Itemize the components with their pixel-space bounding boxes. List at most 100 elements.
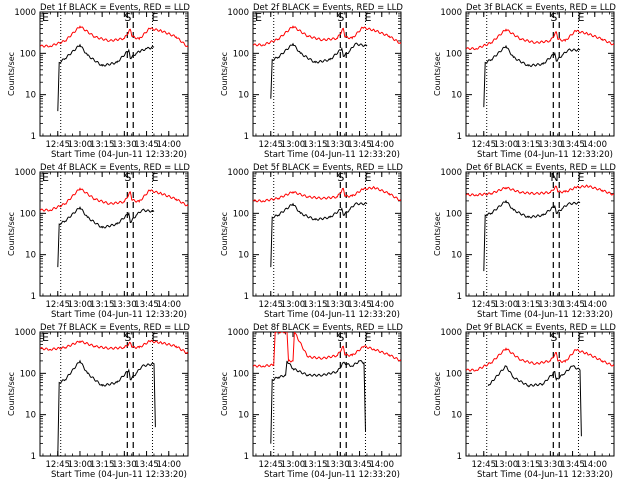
y-tick-label: 100 xyxy=(20,369,36,379)
y-tick-label: 1000 xyxy=(14,8,36,18)
panel-title: Det 2f BLACK = Events, RED = LLD xyxy=(253,3,403,13)
x-tick-label: 13:45 xyxy=(347,140,372,150)
x-tick-label: 12:45 xyxy=(472,140,497,150)
x-tick-label: 13:45 xyxy=(560,140,585,150)
marker-letter: E xyxy=(151,331,158,344)
x-axis-label: Start Time (04-Jun-11 12:33:20) xyxy=(477,150,613,160)
plot-frame xyxy=(252,331,402,457)
series-line-events xyxy=(270,359,366,444)
x-tick-label: 14:00 xyxy=(157,300,182,310)
x-axis-label: Start Time (04-Jun-11 12:33:20) xyxy=(477,310,613,320)
y-tick-label: 100 xyxy=(233,369,249,379)
y-tick-label: 10 xyxy=(238,91,249,101)
marker-letter: E xyxy=(577,331,584,344)
x-tick-label: 13:30 xyxy=(538,300,563,310)
panel-title: Det 1f BLACK = Events, RED = LLD xyxy=(40,3,190,13)
panel-4: Det 4f BLACK = Events, RED = LLDESE11010… xyxy=(7,163,190,320)
series-line-lld xyxy=(40,339,188,354)
series-line-events xyxy=(270,202,368,268)
series-line-events xyxy=(483,44,581,108)
x-tick-label: 14:00 xyxy=(157,460,182,470)
panel-5: Det 5f BLACK = Events, RED = LLDSE110100… xyxy=(220,163,403,320)
panel-title: Det 5f BLACK = Events, RED = LLD xyxy=(253,163,403,173)
y-tick-label: 1000 xyxy=(14,168,36,178)
marker-letter: E xyxy=(364,331,371,344)
x-tick-label: 13:15 xyxy=(516,460,541,470)
marker-letter: E xyxy=(42,171,49,184)
x-tick-label: 13:15 xyxy=(516,140,541,150)
x-tick-label: 13:15 xyxy=(90,140,115,150)
series-line-lld xyxy=(253,25,401,47)
plot-frame xyxy=(252,171,402,297)
x-tick-label: 12:45 xyxy=(472,460,497,470)
marker-letter: E xyxy=(255,11,262,24)
panel-1: Det 1f BLACK = Events, RED = LLDESE11010… xyxy=(7,3,190,160)
x-tick-label: 13:45 xyxy=(347,300,372,310)
series-line-lld xyxy=(466,347,614,372)
y-tick-label: 1000 xyxy=(14,328,36,338)
y-tick-label: 100 xyxy=(446,369,462,379)
marker-letter: E xyxy=(151,171,158,184)
x-tick-label: 14:00 xyxy=(157,140,182,150)
x-tick-label: 13:30 xyxy=(325,460,350,470)
y-axis-label: Counts/sec xyxy=(433,212,442,256)
y-axis-label: Counts/sec xyxy=(7,372,16,416)
x-tick-label: 13:00 xyxy=(281,460,306,470)
y-tick-label: 1000 xyxy=(440,8,462,18)
x-tick-label: 13:30 xyxy=(112,460,137,470)
marker-letter: E xyxy=(364,11,371,24)
x-tick-label: 14:00 xyxy=(370,300,395,310)
plot-frame xyxy=(39,171,189,297)
series-line-lld xyxy=(466,184,614,197)
series-line-lld xyxy=(40,187,188,212)
x-tick-label: 13:00 xyxy=(281,140,306,150)
x-axis-label: Start Time (04-Jun-11 12:33:20) xyxy=(51,310,187,320)
x-tick-label: 12:45 xyxy=(46,140,71,150)
series-line-events xyxy=(483,199,581,272)
plot-frame xyxy=(39,11,189,137)
y-axis-label: Counts/sec xyxy=(433,372,442,416)
y-tick-label: 1000 xyxy=(227,168,249,178)
x-tick-label: 13:45 xyxy=(560,460,585,470)
y-tick-label: 10 xyxy=(451,91,462,101)
y-tick-label: 10 xyxy=(25,411,36,421)
x-tick-label: 13:15 xyxy=(90,300,115,310)
plot-frame xyxy=(39,331,189,457)
x-tick-label: 13:00 xyxy=(68,140,93,150)
x-tick-label: 13:15 xyxy=(516,300,541,310)
y-tick-label: 100 xyxy=(446,49,462,59)
x-tick-label: 12:45 xyxy=(46,300,71,310)
y-tick-label: 10 xyxy=(25,251,36,261)
x-tick-label: 13:30 xyxy=(325,140,350,150)
x-tick-label: 13:15 xyxy=(90,460,115,470)
y-axis-label: Counts/sec xyxy=(220,212,229,256)
series-line-events xyxy=(57,43,155,112)
x-tick-label: 13:15 xyxy=(303,460,328,470)
x-axis-label: Start Time (04-Jun-11 12:33:20) xyxy=(264,310,400,320)
x-tick-label: 12:45 xyxy=(259,140,284,150)
plot-frame xyxy=(465,11,615,137)
x-tick-label: 12:45 xyxy=(259,300,284,310)
panel-title: Det 7f BLACK = Events, RED = LLD xyxy=(40,323,190,333)
x-tick-label: 12:45 xyxy=(46,460,71,470)
y-tick-label: 100 xyxy=(233,209,249,219)
x-tick-label: 14:00 xyxy=(583,460,608,470)
marker-letter: E xyxy=(364,171,371,184)
y-tick-label: 10 xyxy=(25,91,36,101)
panel-9: Det 9f BLACK = Events, RED = LLDSE110100… xyxy=(433,323,616,480)
y-tick-label: 100 xyxy=(20,49,36,59)
x-tick-label: 14:00 xyxy=(583,300,608,310)
series-line-lld xyxy=(253,185,401,203)
plot-frame xyxy=(465,331,615,457)
y-tick-label: 1000 xyxy=(227,328,249,338)
x-tick-label: 13:00 xyxy=(68,300,93,310)
x-tick-label: 12:45 xyxy=(472,300,497,310)
y-tick-label: 10 xyxy=(451,411,462,421)
x-tick-label: 13:30 xyxy=(538,460,563,470)
x-tick-label: 14:00 xyxy=(370,140,395,150)
y-tick-label: 100 xyxy=(20,209,36,219)
y-axis-label: Counts/sec xyxy=(7,52,16,96)
y-tick-label: 1 xyxy=(31,132,36,142)
y-axis-label: Counts/sec xyxy=(433,52,442,96)
x-tick-label: 13:30 xyxy=(538,140,563,150)
